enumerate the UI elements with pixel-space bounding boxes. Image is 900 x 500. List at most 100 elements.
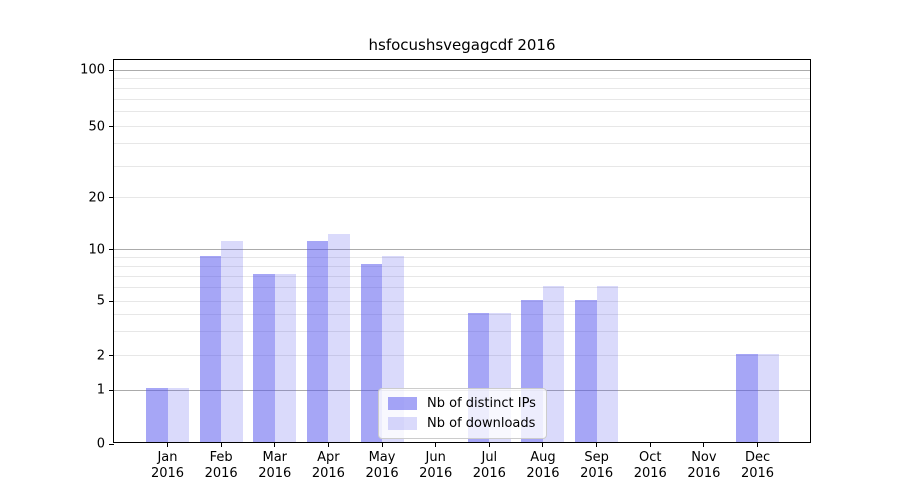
legend-swatch-distinct-ips [388,397,417,410]
plot-area: Nb of distinct IPs Nb of downloads 0 1 2 5 1… [80,59,811,481]
y-tick-label: 0 [96,436,105,452]
x-tick-year: 2016 [580,466,614,482]
x-tick-year: 2016 [633,466,667,482]
bar-nb-of-downloads-jan [167,388,189,442]
bar-nb-of-distinct-ips-jan [146,388,168,442]
x-tick-month: Jan [157,450,178,465]
x-tick-label: Mar 2016 [258,450,291,483]
x-tick-month: Feb [209,450,233,465]
x-tick [596,442,598,447]
legend-label-distinct-ips: Nb of distinct IPs [427,396,536,411]
x-tick-year: 2016 [740,466,775,482]
gridline-minor [114,88,810,90]
x-tick-label: Dec 2016 [741,450,774,483]
bar-nb-of-distinct-ips-mar [253,274,275,442]
x-tick [220,442,222,447]
gridline-minor [114,314,810,316]
legend-item-downloads: Nb of downloads [388,416,536,431]
x-tick-month: Jul [481,450,498,465]
gridline-minor [114,197,810,199]
legend-swatch-downloads [388,417,417,430]
x-tick [435,442,437,447]
x-tick-label: Nov 2016 [687,450,720,483]
y-tick-label: 10 [88,242,105,258]
gridline-minor [114,275,810,277]
x-tick-year: 2016 [687,466,721,482]
x-tick [167,442,168,447]
bar-nb-of-distinct-ips-dec [736,353,758,442]
x-tick-month: Aug [530,450,556,465]
x-tick-year: 2016 [150,466,185,482]
x-tick [649,442,651,447]
x-tick [274,442,276,447]
y-tick [109,69,114,71]
y-tick [109,389,114,391]
bar-nb-of-distinct-ips-feb [199,255,222,442]
chart-title: hsfocushsvegagcdf 2016 [368,36,556,54]
x-tick-label: Jan 2016 [151,450,184,483]
x-tick-month: Nov [691,450,717,465]
bar-nb-of-downloads-aug [542,285,565,442]
gridline-minor [114,331,810,333]
bar-nb-of-distinct-ips-apr [306,240,329,442]
y-tick-label: 1 [96,382,105,398]
x-tick-year: 2016 [258,466,292,482]
gridline-major [114,249,810,251]
y-tick-label: 100 [80,62,105,78]
x-tick-year: 2016 [419,466,453,482]
x-tick-label: Oct 2016 [634,450,667,483]
x-tick-label: Feb 2016 [205,450,238,483]
x-tick-month: Apr [317,450,340,465]
x-tick-label: Jun 2016 [419,450,452,483]
bar-nb-of-downloads-apr [328,234,350,442]
gridline-minor [114,287,810,289]
x-tick-label: Apr 2016 [312,450,345,483]
gridline-minor [114,355,810,357]
legend-item-distinct-ips: Nb of distinct IPs [388,396,536,411]
x-tick-label: Aug 2016 [526,450,559,483]
legend-label-downloads: Nb of downloads [427,416,536,431]
gridline-minor [114,143,810,145]
y-tick [109,300,114,302]
x-tick [542,442,544,447]
x-tick-month: Jun [425,450,446,465]
x-tick-month: Sep [584,450,609,465]
bar-nb-of-distinct-ips-sep [575,299,597,442]
x-tick [327,442,329,447]
x-tick-year: 2016 [472,466,506,482]
gridline-minor [114,300,810,302]
y-tick-label: 20 [88,190,105,206]
y-tick-label: 50 [88,119,105,134]
y-tick [109,126,114,127]
bar-nb-of-downloads-mar [274,274,297,442]
x-tick-year: 2016 [526,466,560,482]
gridline-minor [114,78,810,80]
gridline-minor [114,98,810,100]
y-tick-label: 2 [96,348,105,364]
gridline-minor [114,257,810,259]
x-tick-label: Sep 2016 [580,450,613,483]
x-tick-year: 2016 [365,466,399,482]
gridline-major [114,69,810,71]
x-tick-year: 2016 [204,466,238,482]
x-tick-month: May [368,450,396,465]
bar-nb-of-downloads-sep [596,285,619,442]
x-tick-year: 2016 [311,466,345,482]
y-tick [109,197,114,199]
x-tick [381,442,383,447]
gridline-minor [114,111,810,113]
x-tick-label: Jul 2016 [473,450,506,483]
gridline-minor [114,165,810,167]
x-tick-month: Oct [639,450,662,465]
x-tick-label: May 2016 [366,450,399,483]
legend: Nb of distinct IPs Nb of downloads [378,388,547,439]
x-tick [703,442,705,447]
y-tick [109,249,114,251]
x-tick [488,442,490,447]
x-tick [757,442,759,447]
y-tick-label: 5 [96,293,105,309]
bar-nb-of-distinct-ips-may [360,264,383,442]
bar-nb-of-downloads-feb [221,240,243,442]
x-tick-month: Mar [262,450,288,465]
